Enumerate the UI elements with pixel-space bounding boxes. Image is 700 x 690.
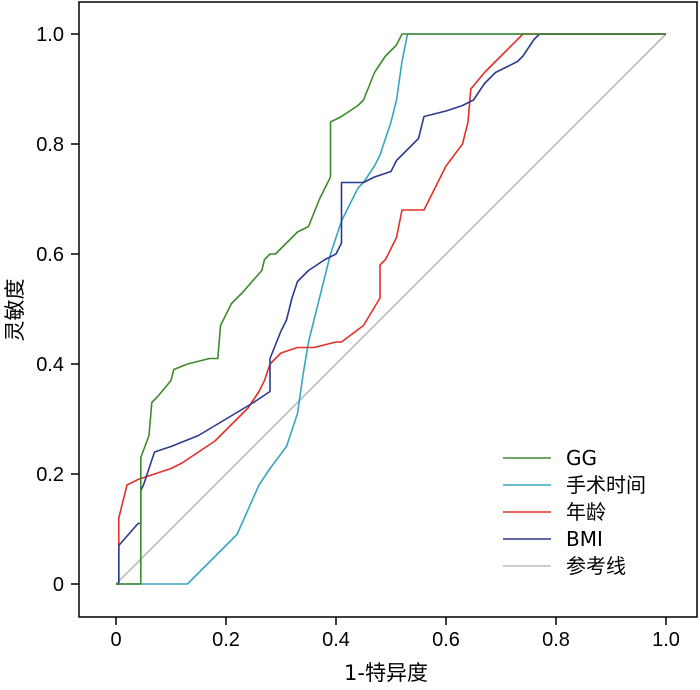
x-axis-title: 1-特异度	[344, 661, 428, 685]
y-tick-label: 0.4	[36, 354, 64, 376]
x-tick-label: 0	[110, 629, 121, 651]
x-tick-label: 0.2	[212, 629, 240, 651]
series-line-1	[116, 33, 666, 585]
x-axis-ticks: 0 0.2 0.4 0.6 0.8 1.0	[110, 617, 680, 651]
legend-label: BMI	[566, 527, 603, 551]
series-line-3	[116, 33, 666, 585]
y-tick-label: 0	[53, 574, 64, 596]
y-axis-title: 灵敏度	[3, 279, 27, 342]
y-tick-label: 0.2	[36, 464, 64, 486]
plot-frame	[78, 1, 698, 618]
y-axis-ticks: 0 0.2 0.4 0.6 0.8 1.0	[36, 24, 79, 596]
series-line-2	[116, 33, 666, 585]
x-tick-label: 0.4	[322, 629, 350, 651]
series-line-0	[116, 33, 666, 585]
y-tick-label: 1.0	[36, 24, 64, 46]
y-tick-label: 0.6	[36, 244, 64, 266]
legend-label: 参考线	[566, 554, 626, 578]
legend-label: 手术时间	[566, 473, 646, 497]
series-layer	[115, 33, 667, 585]
x-tick-label: 0.8	[542, 629, 570, 651]
legend-label: GG	[566, 446, 597, 470]
x-tick-label: 1.0	[652, 629, 680, 651]
y-tick-label: 0.8	[36, 134, 64, 156]
x-tick-label: 0.6	[432, 629, 460, 651]
series-line-4	[115, 33, 667, 585]
legend-label: 年龄	[566, 500, 606, 524]
